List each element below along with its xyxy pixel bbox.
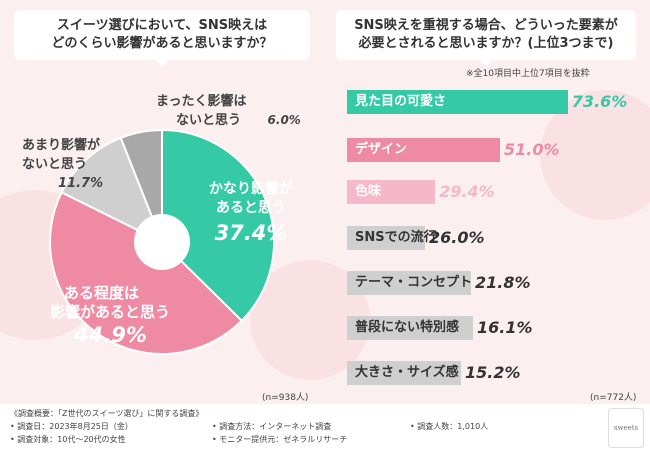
left-title-line2: どのくらい影響があると思いますか？ bbox=[51, 36, 273, 51]
donut-hole bbox=[134, 214, 190, 270]
slice-label-somewhat-line2: 影響があると思う bbox=[50, 303, 171, 321]
slice-label-very-line2: あると思う bbox=[216, 200, 286, 216]
right-question-title: SNS映えを重視する場合、どういった要素が 必要とされると思いますか？(上位3つ… bbox=[336, 10, 636, 67]
pie-slice-very bbox=[161, 128, 275, 323]
footer-date: • 調査日：2023年8月25日（金） bbox=[10, 422, 133, 431]
slice-label-very: かなり影響が あると思う 37.4% bbox=[196, 180, 306, 246]
pie-slice-little bbox=[60, 136, 164, 245]
bar-fill bbox=[347, 180, 436, 204]
bar-fill bbox=[347, 226, 425, 250]
bar-fill bbox=[347, 138, 500, 162]
footer-target: • 調査対象：10代〜20代の女性 bbox=[10, 435, 126, 444]
bar-label: 見た目の可愛さ bbox=[355, 94, 447, 109]
right-title-line1: SNS映えを重視する場合、どういった要素が bbox=[354, 18, 618, 33]
bar-value: 26.0% bbox=[429, 228, 485, 247]
bar-label: 普段にない特別感 bbox=[355, 320, 460, 335]
slice-label-somewhat: ある程度は 影響があると思う 44.9% bbox=[50, 284, 200, 348]
bar-fill bbox=[347, 361, 461, 385]
slice-label-none-line1: まったく影響は bbox=[156, 94, 247, 109]
slice-label-little: あまり影響が ないと思う 11.7% bbox=[22, 136, 122, 193]
bar-label: デザイン bbox=[355, 142, 408, 157]
bar-fill bbox=[347, 316, 473, 340]
bar-label: SNSでの流行 bbox=[355, 230, 437, 245]
slice-label-very-line1: かなり影響が bbox=[209, 181, 293, 197]
slice-label-somewhat-line1: ある程度は bbox=[64, 284, 140, 302]
right-title-pointer bbox=[479, 60, 493, 67]
footer-method: • 調査方法：インターネット調査 bbox=[212, 422, 332, 431]
bar-value: 73.6% bbox=[571, 92, 628, 111]
footer-count: • 調査人数：1,010人 bbox=[410, 422, 489, 431]
left-question-title: スイーツ選びにおいて、SNS映えは どのくらい影響があると思いますか？ bbox=[14, 10, 310, 67]
left-title-line1: スイーツ選びにおいて、SNS映えは bbox=[56, 18, 268, 33]
bar-fill bbox=[347, 271, 471, 295]
right-n-label: (n=772人) bbox=[590, 393, 637, 403]
bar-value: 21.8% bbox=[475, 273, 531, 292]
bar-value: 29.4% bbox=[439, 182, 495, 201]
bar-value: 15.2% bbox=[465, 363, 521, 382]
bar-label: 大きさ・サイズ感 bbox=[355, 365, 459, 380]
bar-value: 16.1% bbox=[477, 318, 533, 337]
slice-value-little: 11.7% bbox=[58, 176, 104, 191]
slice-value-none: 6.0% bbox=[267, 113, 301, 127]
survey-footer: 《調査概要：「Z世代のスイーツ選び」に関する調査》 • 調査日：2023年8月2… bbox=[0, 404, 650, 450]
slice-value-very: 37.4% bbox=[214, 221, 288, 245]
right-title-line2: 必要とされると思いますか？(上位3つまで) bbox=[358, 36, 614, 51]
pie-slice-none bbox=[119, 128, 163, 243]
slice-value-somewhat: 44.9% bbox=[74, 323, 147, 347]
pie-slice-somewhat bbox=[49, 191, 244, 355]
slice-label-little-line2: ないと思う bbox=[22, 157, 88, 172]
donut-chart bbox=[49, 128, 275, 355]
brand-logo: sweets bbox=[608, 408, 644, 448]
left-title-pointer bbox=[155, 60, 169, 67]
slice-label-none-line2: ないと思う bbox=[176, 113, 242, 128]
right-subnote: ※全10項目中上位7項目を抜粋 bbox=[466, 69, 590, 79]
bar-fill bbox=[347, 90, 568, 114]
slice-label-little-line1: あまり影響が bbox=[22, 138, 101, 153]
bar-label: 色味 bbox=[355, 184, 382, 199]
footer-summary: 《調査概要：「Z世代のスイーツ選び」に関する調査》 bbox=[10, 409, 204, 418]
slice-label-none: まったく影響は ないと思う 6.0% bbox=[156, 92, 316, 130]
bar-value: 51.0% bbox=[504, 140, 560, 159]
bar-label: テーマ・コンセプト bbox=[355, 275, 473, 290]
left-n-label: (n=938人) bbox=[262, 393, 309, 403]
footer-provider: • モニター提供元：ゼネラルリサーチ bbox=[212, 435, 348, 444]
